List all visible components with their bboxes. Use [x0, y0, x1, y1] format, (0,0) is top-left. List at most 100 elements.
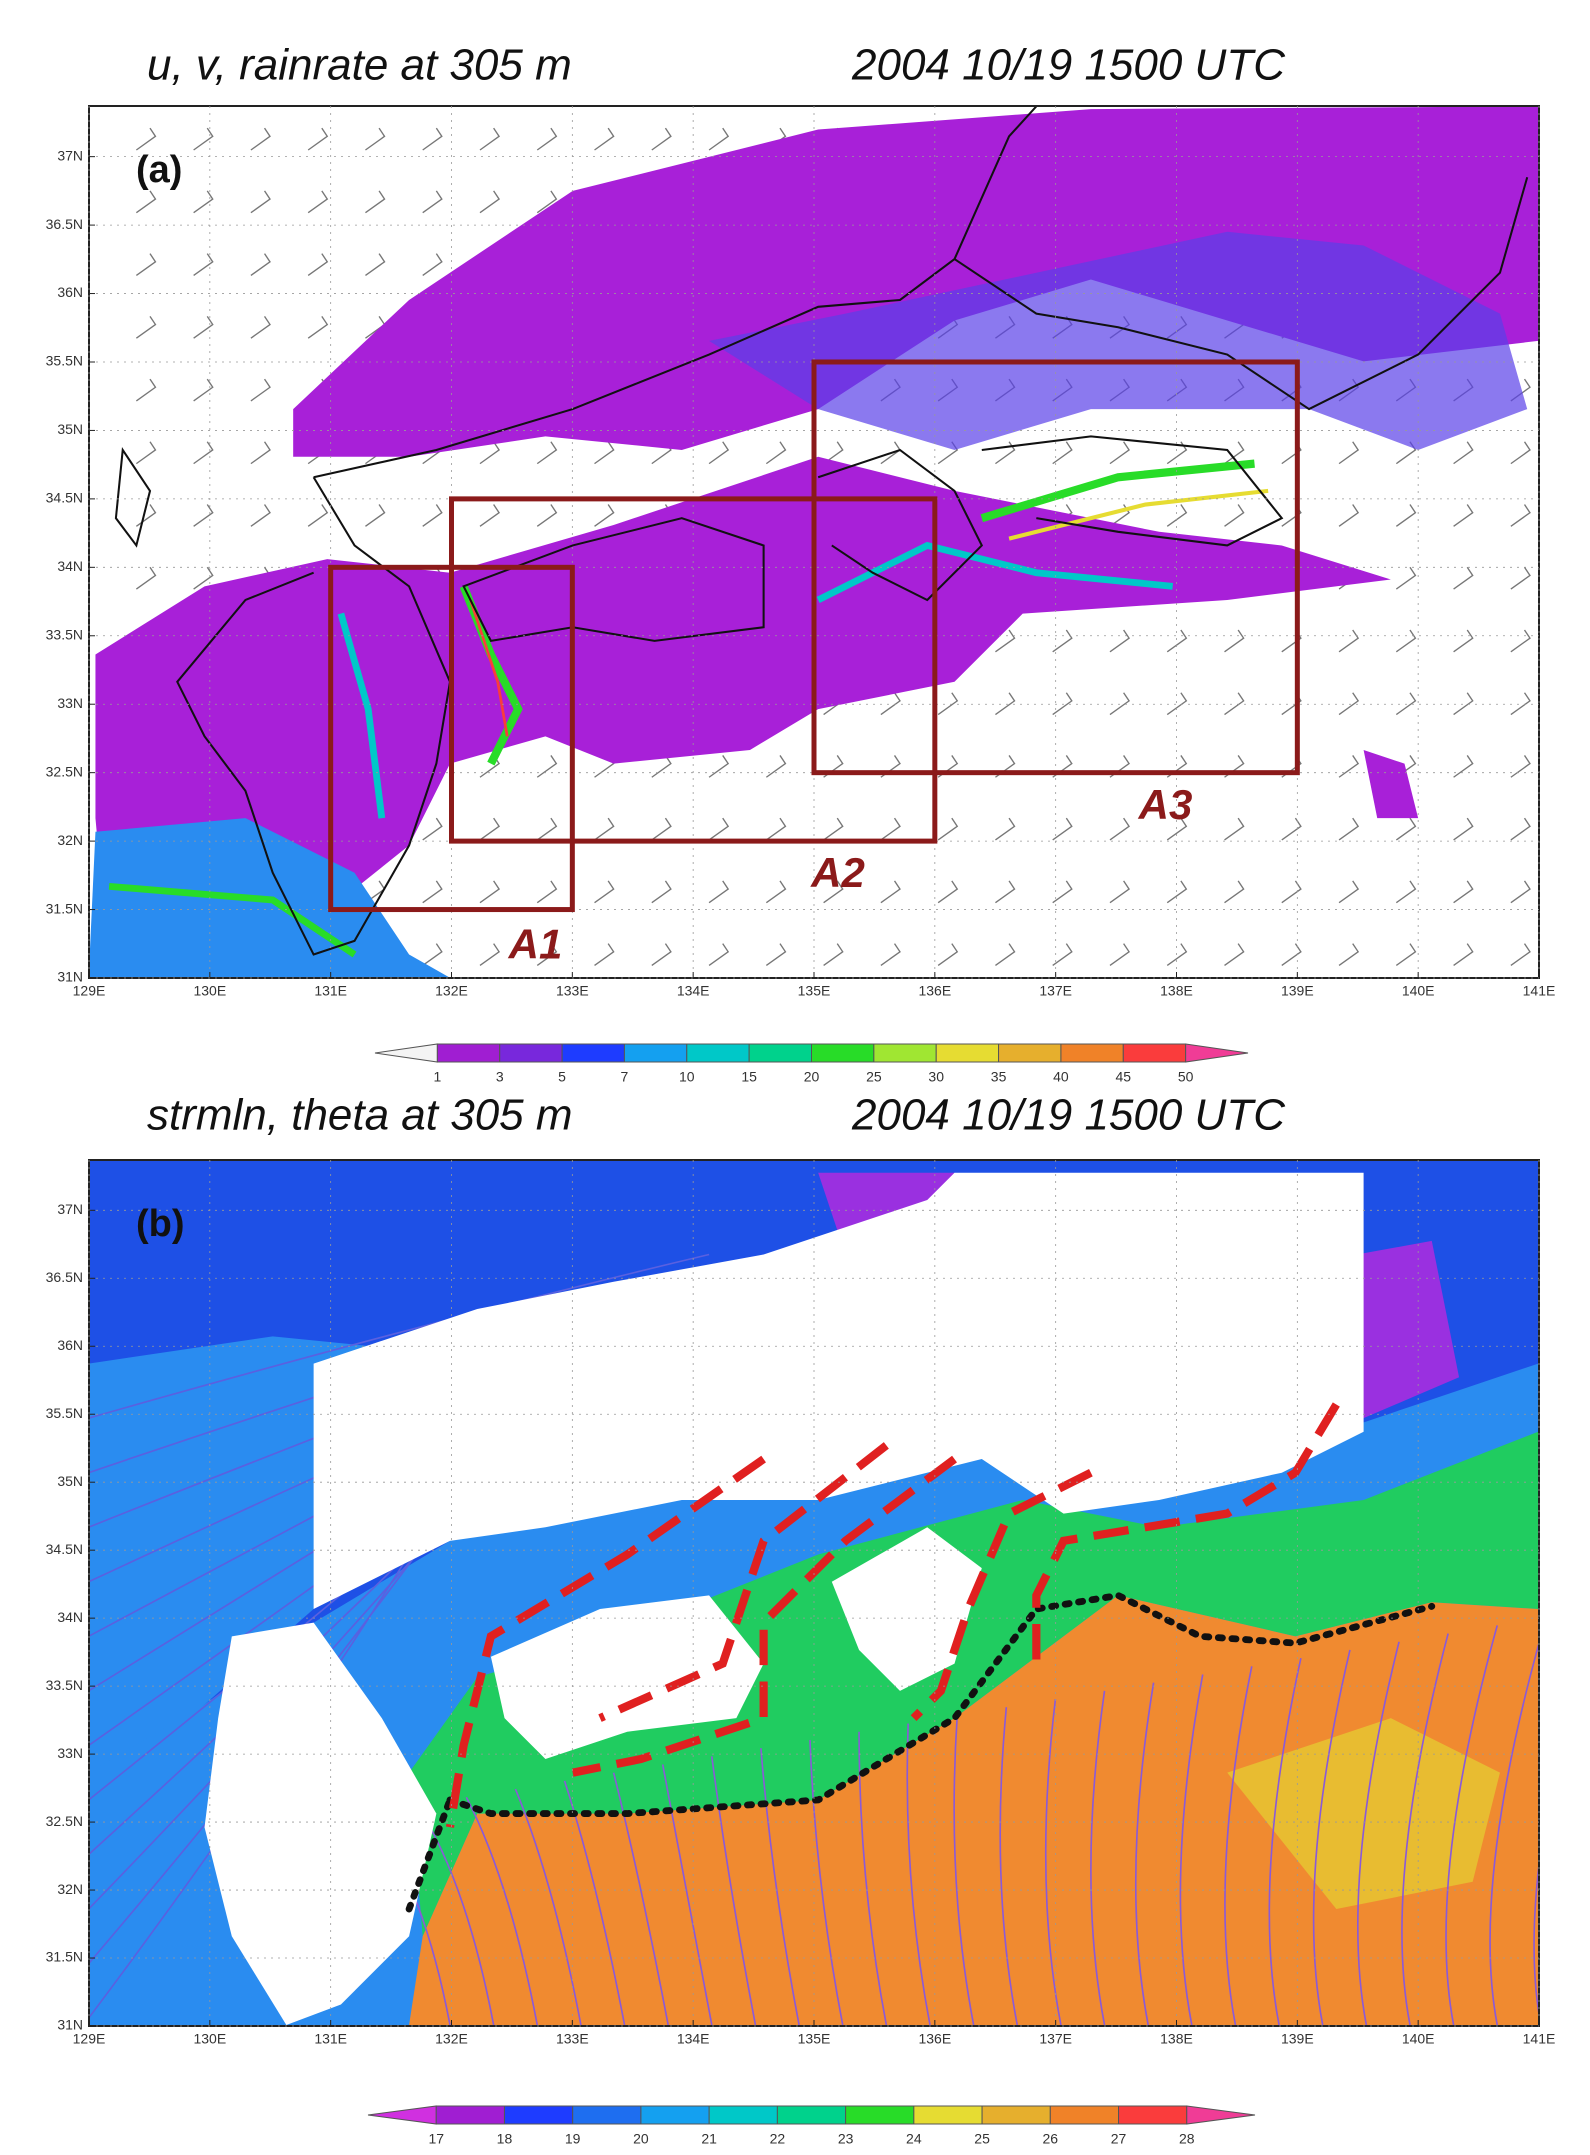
box-label: A3 — [1138, 781, 1193, 828]
wind-barb — [536, 880, 558, 904]
analysis-box — [449, 496, 938, 844]
colorbar-segment — [913, 2105, 983, 2125]
wind-barb — [365, 504, 386, 527]
wind-barb — [1338, 943, 1360, 966]
wind-barb — [135, 253, 157, 277]
x-tick-label: 130E — [193, 983, 226, 999]
wind-barb — [479, 127, 501, 151]
wind-barb — [1166, 692, 1188, 716]
wind-barb — [479, 817, 501, 841]
wind-barb — [594, 441, 615, 465]
colorbar-segment — [561, 1043, 625, 1063]
wind-barb — [1453, 441, 1474, 465]
x-tick-label: 134E — [677, 2031, 710, 2047]
wind-barb — [651, 880, 672, 904]
colorbar-label: 10 — [679, 1069, 695, 1085]
wind-barb — [1109, 692, 1130, 716]
colorbar-label: 27 — [1111, 2131, 1127, 2147]
wind-barb — [1453, 755, 1474, 778]
colorbar-segment — [1122, 1043, 1187, 1063]
wind-barb — [1109, 629, 1130, 653]
streamline — [858, 1731, 888, 2025]
streamline — [661, 1764, 713, 2025]
wind-barb — [1395, 692, 1417, 716]
colorbar-label: 26 — [1043, 2131, 1059, 2147]
x-tick-label: 132E — [435, 983, 468, 999]
colorbar-label: 20 — [804, 1069, 820, 1085]
x-tick-label: 139E — [1281, 2031, 1314, 2047]
colorbar-label: 1 — [433, 1069, 441, 1085]
colorbar-label: 20 — [633, 2131, 649, 2147]
wind-barb — [995, 943, 1016, 966]
wind-barb — [250, 127, 271, 151]
wind-barb — [1453, 692, 1474, 716]
colorbar-segment — [503, 2105, 574, 2125]
wind-barb — [765, 880, 787, 904]
wind-barb — [479, 880, 501, 904]
colorbar-end — [1186, 2105, 1256, 2125]
y-tick-label: 36N — [57, 284, 83, 300]
wind-barb — [1109, 880, 1130, 904]
wind-barb — [1166, 629, 1188, 653]
colorbar-segment — [623, 1043, 688, 1063]
y-tick-label: 36.5N — [46, 1269, 83, 1285]
wind-barb — [594, 817, 615, 841]
y-tick-label: 32N — [57, 1881, 83, 1897]
streamline — [809, 1739, 844, 2025]
y-tick-label: 37N — [57, 1201, 83, 1217]
wind-barb — [1510, 566, 1531, 590]
wind-barb — [1395, 817, 1417, 841]
streamline — [953, 1715, 975, 2025]
colorbar-label: 23 — [838, 2131, 854, 2147]
wind-barb — [1338, 692, 1360, 716]
wind-barb — [536, 755, 558, 778]
wind-barb — [1510, 504, 1531, 527]
colorbar-label: 25 — [866, 1069, 882, 1085]
colorbar-segment — [748, 1043, 813, 1063]
wind-barb — [422, 817, 443, 841]
wind-barb — [1395, 943, 1417, 966]
panel-title: u, v, rainrate at 305 m — [147, 41, 572, 90]
panel-label: (b) — [136, 1203, 185, 1245]
colorbar-label: 17 — [428, 2131, 444, 2147]
wind-barb — [1224, 692, 1245, 716]
wind-barb — [1510, 692, 1531, 716]
wind-barb — [708, 880, 730, 904]
wind-barb — [1338, 504, 1360, 527]
wind-barb — [1453, 817, 1474, 841]
x-tick-label: 135E — [798, 2031, 831, 2047]
wind-barb — [479, 190, 501, 214]
wind-barb — [1224, 441, 1245, 465]
wind-barb — [1052, 692, 1073, 716]
wind-barb — [823, 817, 844, 841]
wind-barb — [1395, 504, 1417, 527]
wind-barb — [651, 943, 672, 966]
wind-barb — [1166, 817, 1188, 841]
wind-barb — [193, 127, 214, 151]
colorbar-segment — [845, 2105, 915, 2125]
y-tick-label: 32.5N — [46, 1813, 83, 1829]
y-tick-label: 31N — [57, 969, 83, 985]
wind-barb — [365, 127, 386, 151]
wind-barb — [765, 755, 787, 778]
wind-barb — [1510, 817, 1531, 841]
wind-barb — [135, 315, 157, 339]
colorbar-label: 25 — [974, 2131, 990, 2147]
y-tick-label: 34N — [57, 558, 83, 574]
wind-barb — [1395, 566, 1417, 590]
colorbar-segment — [776, 2105, 847, 2125]
y-tick-label: 37N — [57, 147, 83, 163]
wind-barb — [594, 880, 615, 904]
wind-barb — [651, 127, 672, 151]
y-tick-label: 36.5N — [46, 216, 83, 232]
wind-barb — [1510, 629, 1531, 653]
wind-barb — [193, 504, 214, 527]
wind-barb — [1395, 629, 1417, 653]
wind-barb — [536, 441, 558, 465]
wind-barb — [1338, 817, 1360, 841]
x-tick-label: 137E — [1039, 983, 1072, 999]
y-tick-label: 33.5N — [46, 626, 83, 642]
colorbar-segment — [1060, 1043, 1124, 1063]
streamline — [1090, 1690, 1106, 2025]
wind-barb — [1052, 441, 1073, 465]
